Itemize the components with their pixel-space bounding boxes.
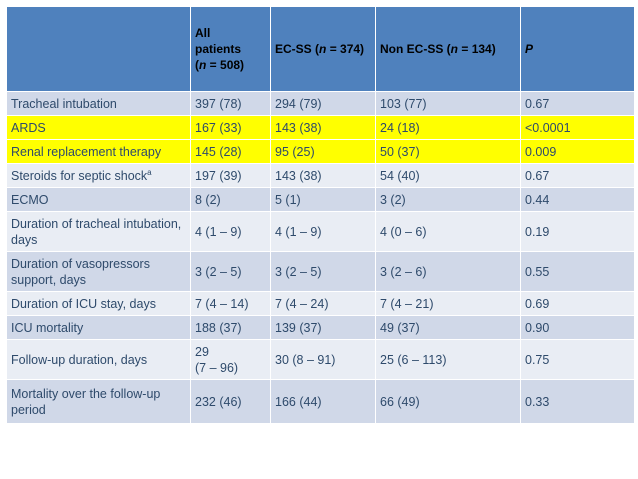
cell-non: 49 (37) — [375, 315, 521, 340]
header-non-ec-ss: Non EC-SS (n = 134) — [375, 6, 521, 92]
cell-all: 8 (2) — [190, 187, 271, 212]
header-ec-ss: EC-SS (n = 374) — [270, 6, 376, 92]
cell-p: 0.44 — [520, 187, 635, 212]
row-label: ECMO — [6, 187, 191, 212]
header-p-value: P — [520, 6, 635, 92]
cell-non: 50 (37) — [375, 139, 521, 164]
cell-non: 25 (6 – 113) — [375, 339, 521, 380]
table-container: All patients (n = 508) EC-SS (n = 374) Non… — [6, 6, 635, 424]
table-row: Duration of tracheal intubation, days 4 … — [6, 211, 635, 252]
cell-p: 0.69 — [520, 291, 635, 316]
cell-p: 0.90 — [520, 315, 635, 340]
cell-all: 29 (7 – 96) — [190, 339, 271, 380]
table-row: Steroids for septic shocka 197 (39) 143 … — [6, 163, 635, 188]
cell-ec: 5 (1) — [270, 187, 376, 212]
cell-non: 4 (0 – 6) — [375, 211, 521, 252]
header-all-patients: All patients (n = 508) — [190, 6, 271, 92]
row-label: Tracheal intubation — [6, 91, 191, 116]
cell-p: 0.75 — [520, 339, 635, 380]
row-label: ARDS — [6, 115, 191, 140]
cell-p: 0.67 — [520, 163, 635, 188]
row-label: Duration of tracheal intubation, days — [6, 211, 191, 252]
cell-all: 4 (1 – 9) — [190, 211, 271, 252]
cell-all: 188 (37) — [190, 315, 271, 340]
cell-non: 103 (77) — [375, 91, 521, 116]
cell-ec: 294 (79) — [270, 91, 376, 116]
table-row: Tracheal intubation 397 (78) 294 (79) 10… — [6, 91, 635, 116]
table-row-highlighted: Renal replacement therapy 145 (28) 95 (2… — [6, 139, 635, 164]
row-label: Duration of vasopressors support, days — [6, 251, 191, 292]
cell-non: 3 (2) — [375, 187, 521, 212]
cell-all: 3 (2 – 5) — [190, 251, 271, 292]
cell-all: 397 (78) — [190, 91, 271, 116]
cell-all: 197 (39) — [190, 163, 271, 188]
cell-ec: 95 (25) — [270, 139, 376, 164]
cell-all: 232 (46) — [190, 379, 271, 424]
outcomes-table: All patients (n = 508) EC-SS (n = 374) Non… — [6, 6, 635, 424]
cell-ec: 4 (1 – 9) — [270, 211, 376, 252]
cell-ec: 143 (38) — [270, 163, 376, 188]
cell-ec: 7 (4 – 24) — [270, 291, 376, 316]
header-row: All patients (n = 508) EC-SS (n = 374) Non… — [6, 6, 635, 92]
cell-non: 54 (40) — [375, 163, 521, 188]
row-label: ICU mortality — [6, 315, 191, 340]
cell-ec: 166 (44) — [270, 379, 376, 424]
table-row: Mortality over the follow-up period 232 … — [6, 379, 635, 424]
cell-p: 0.55 — [520, 251, 635, 292]
cell-ec: 143 (38) — [270, 115, 376, 140]
cell-non: 66 (49) — [375, 379, 521, 424]
table-row: Duration of ICU stay, days 7 (4 – 14) 7 … — [6, 291, 635, 316]
cell-non: 24 (18) — [375, 115, 521, 140]
cell-p: 0.67 — [520, 91, 635, 116]
cell-non: 3 (2 – 6) — [375, 251, 521, 292]
table-row: ECMO 8 (2) 5 (1) 3 (2) 0.44 — [6, 187, 635, 212]
cell-all: 145 (28) — [190, 139, 271, 164]
header-empty-cell — [6, 6, 191, 92]
table-row-highlighted: ARDS 167 (33) 143 (38) 24 (18) <0.0001 — [6, 115, 635, 140]
cell-ec: 3 (2 – 5) — [270, 251, 376, 292]
table-row: ICU mortality 188 (37) 139 (37) 49 (37) … — [6, 315, 635, 340]
cell-ec: 30 (8 – 91) — [270, 339, 376, 380]
cell-p: 0.33 — [520, 379, 635, 424]
cell-p: 0.19 — [520, 211, 635, 252]
row-label: Mortality over the follow-up period — [6, 379, 191, 424]
cell-p: 0.009 — [520, 139, 635, 164]
footnote-marker: a — [147, 167, 152, 177]
row-label: Follow-up duration, days — [6, 339, 191, 380]
row-label: Duration of ICU stay, days — [6, 291, 191, 316]
table-row: Follow-up duration, days 29 (7 – 96) 30 (… — [6, 339, 635, 380]
row-label: Steroids for septic shocka — [6, 163, 191, 188]
cell-all: 167 (33) — [190, 115, 271, 140]
cell-ec: 139 (37) — [270, 315, 376, 340]
cell-all: 7 (4 – 14) — [190, 291, 271, 316]
table-row: Duration of vasopressors support, days 3… — [6, 251, 635, 292]
row-label: Renal replacement therapy — [6, 139, 191, 164]
cell-p: <0.0001 — [520, 115, 635, 140]
cell-non: 7 (4 – 21) — [375, 291, 521, 316]
